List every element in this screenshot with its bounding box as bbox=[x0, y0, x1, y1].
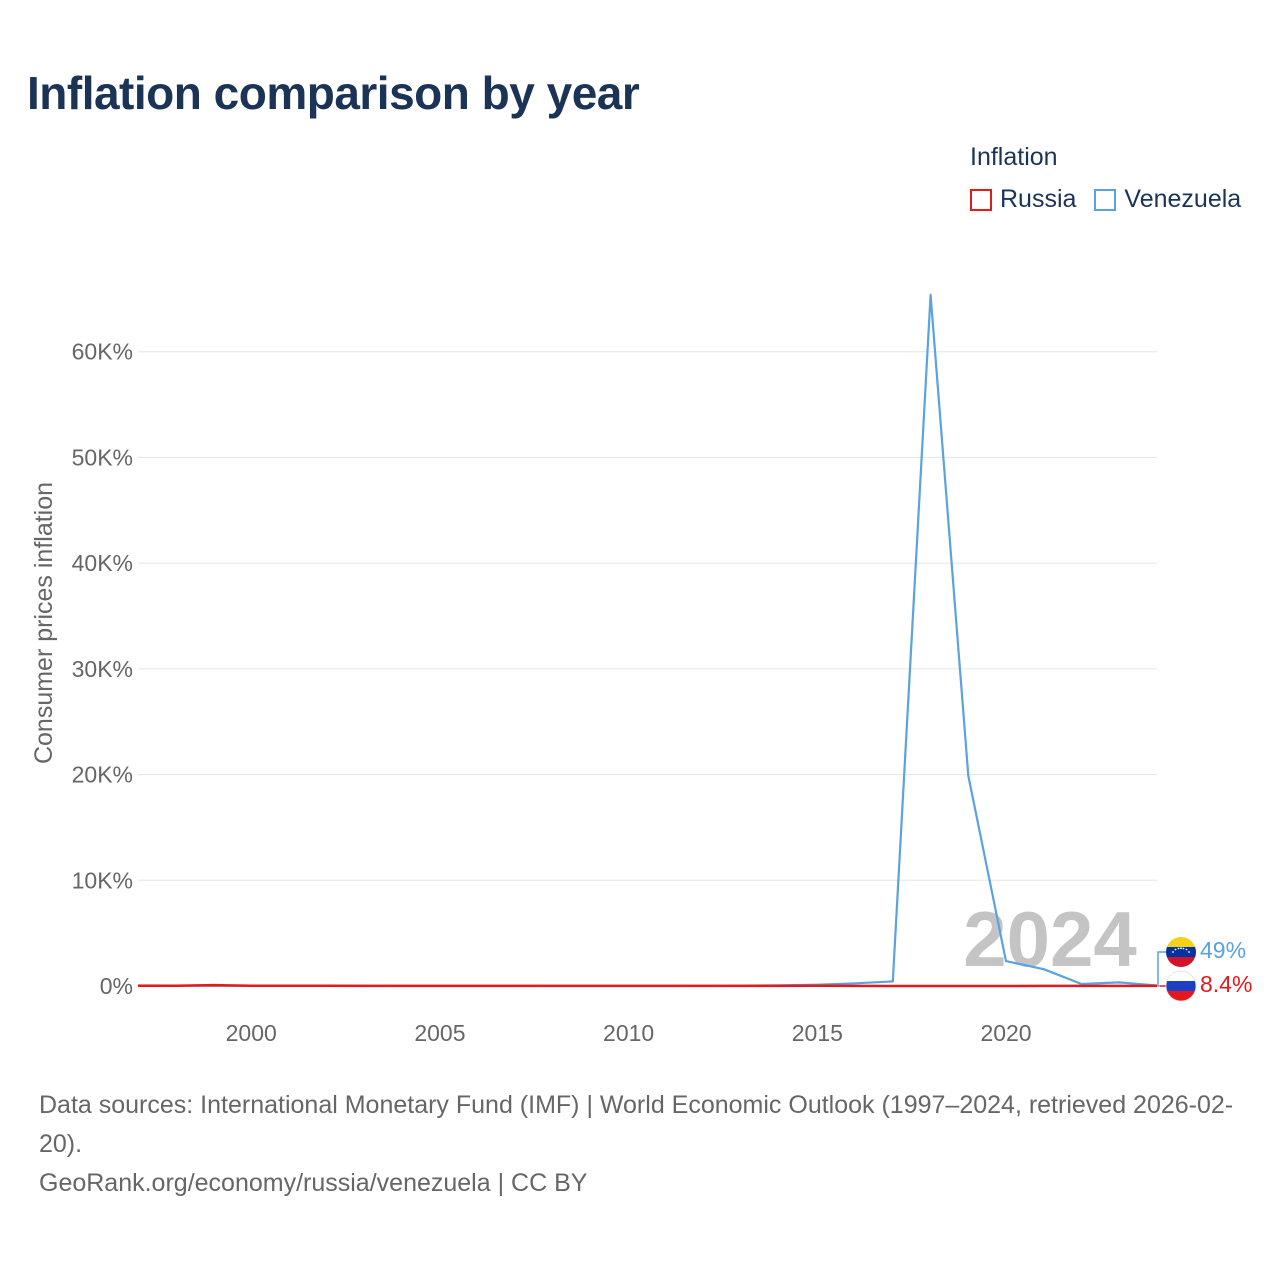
venezuela-connector bbox=[1157, 951, 1166, 987]
y-tick-label: 50K% bbox=[72, 444, 133, 470]
chart-title: Inflation comparison by year bbox=[27, 67, 640, 119]
y-tick-label: 10K% bbox=[72, 867, 133, 893]
legend-title: Inflation bbox=[970, 143, 1058, 171]
y-tick-label: 20K% bbox=[72, 762, 133, 788]
x-tick-label: 2020 bbox=[980, 1020, 1031, 1046]
site-credit-text: GeoRank.org/economy/russia/venezuela | C… bbox=[39, 1169, 588, 1197]
series-lines bbox=[137, 293, 1158, 988]
legend: Russia Venezuela bbox=[970, 185, 1259, 214]
x-tick-label: 2010 bbox=[603, 1020, 654, 1046]
x-tick-labels: 2000 2005 2010 2015 2020 bbox=[226, 1020, 1032, 1046]
y-tick-label: 0% bbox=[100, 973, 133, 999]
y-tick-label: 40K% bbox=[72, 550, 133, 576]
y-axis-label: Consumer prices inflation bbox=[30, 482, 58, 764]
data-sources-text: Data sources: International Monetary Fun… bbox=[39, 1091, 1234, 1158]
legend-label-venezuela: Venezuela bbox=[1124, 185, 1242, 213]
gridlines bbox=[138, 351, 1157, 881]
y-tick-label: 60K% bbox=[72, 339, 133, 365]
x-tick-label: 2000 bbox=[226, 1020, 277, 1046]
x-tick-label: 2015 bbox=[792, 1020, 843, 1046]
y-tick-labels: 0% 10K% 20K% 30K% 40K% 50K% 60K% bbox=[72, 339, 133, 999]
legend-item-venezuela[interactable]: Venezuela bbox=[1094, 185, 1241, 214]
series-line-venezuela[interactable] bbox=[137, 293, 1158, 988]
series-line-russia[interactable] bbox=[137, 983, 1157, 988]
venezuela-end-label: 49% bbox=[1200, 937, 1246, 963]
legend-item-russia[interactable]: Russia bbox=[970, 185, 1076, 214]
legend-swatch-russia bbox=[970, 188, 992, 211]
year-watermark: 2024 bbox=[963, 895, 1137, 983]
x-tick-label: 2005 bbox=[414, 1020, 465, 1046]
venezuela-flag-icon bbox=[1166, 937, 1196, 967]
y-tick-label: 30K% bbox=[72, 656, 133, 682]
russia-flag-icon bbox=[1165, 970, 1197, 1002]
legend-label-russia: Russia bbox=[1000, 185, 1077, 213]
legend-swatch-venezuela bbox=[1094, 188, 1117, 211]
russia-end-label: 8.4% bbox=[1200, 971, 1252, 997]
footer: Data sources: International Monetary Fun… bbox=[39, 1086, 1249, 1203]
